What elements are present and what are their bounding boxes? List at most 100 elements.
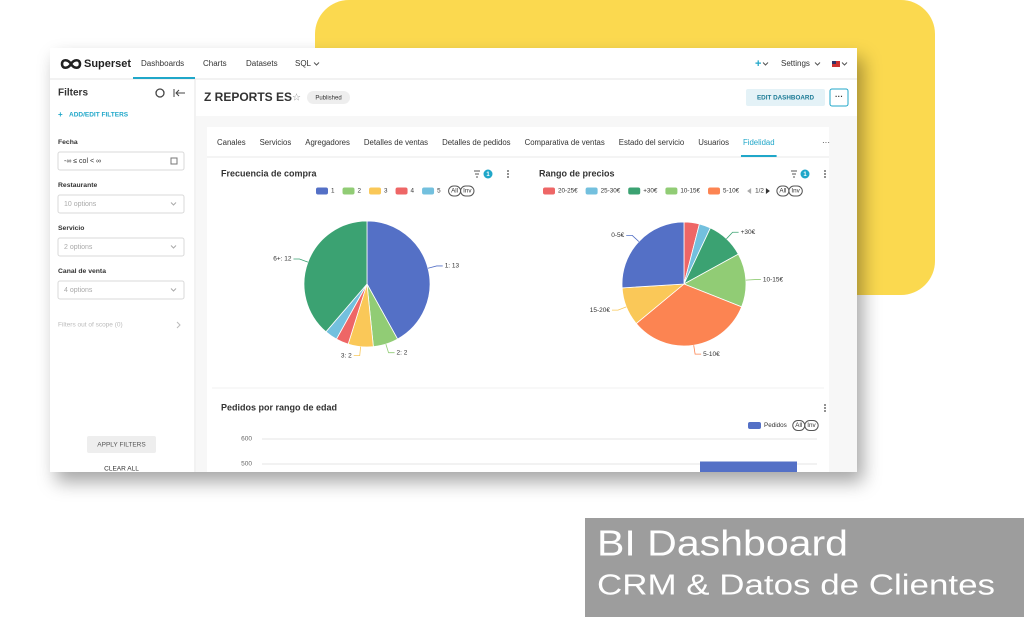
tab[interactable]: Comparativa de ventas — [525, 138, 605, 147]
legend-toggle[interactable]: Inv — [463, 188, 472, 195]
legend-toggle[interactable]: Inv — [791, 188, 800, 195]
tab[interactable]: Detalles de pedidos — [442, 138, 511, 147]
legend-toggle[interactable]: All — [451, 188, 458, 195]
nav-item[interactable]: Charts — [203, 59, 227, 68]
filter-value: 10 options — [64, 201, 97, 208]
apply-button[interactable] — [87, 436, 156, 453]
kebab-dot[interactable] — [824, 170, 826, 172]
legend-toggle[interactable]: All — [795, 422, 802, 429]
add-icon: + — [58, 110, 63, 119]
calendar-icon — [170, 157, 178, 165]
active-tab-underline — [740, 155, 777, 157]
legend-next[interactable] — [765, 188, 770, 194]
collapse-icon[interactable] — [173, 89, 185, 97]
legend-page: 1/2 — [755, 188, 764, 195]
legend-toggle[interactable]: All — [779, 188, 786, 195]
tab[interactable]: Fidelidad — [743, 138, 775, 147]
kebab-dot[interactable] — [824, 173, 826, 175]
legend-toggle-border[interactable] — [788, 185, 803, 197]
filters-title: Filters — [58, 88, 88, 99]
tab[interactable]: Servicios — [260, 138, 292, 147]
legend-label: +30€ — [643, 188, 658, 195]
tab[interactable]: Agregadores — [305, 138, 350, 147]
filter-label: Restaurante — [58, 182, 98, 189]
caption-box — [585, 518, 1024, 617]
filter-value: 2 options — [64, 244, 93, 251]
clear-all[interactable]: CLEAR ALL — [104, 466, 139, 473]
legend-label: 5 — [437, 188, 441, 195]
filter-icon — [791, 170, 797, 178]
legend-prev[interactable] — [747, 188, 752, 194]
pie-slice[interactable] — [683, 253, 747, 308]
kebab-dot[interactable] — [507, 176, 509, 178]
legend-swatch — [628, 187, 641, 195]
tabs-more[interactable]: ··· — [822, 138, 830, 147]
legend-toggle[interactable]: Inv — [807, 422, 816, 429]
filter-label: Canal de venta — [58, 268, 106, 275]
filter-icon — [474, 170, 480, 178]
y-tick-label: 600 — [241, 436, 252, 443]
more-button[interactable] — [829, 88, 849, 107]
tab[interactable]: Usuarios — [698, 138, 729, 147]
filter-input[interactable] — [57, 237, 185, 257]
tab[interactable]: Estado del servicio — [619, 138, 685, 147]
kebab-dot[interactable] — [824, 176, 826, 178]
chevron — [170, 288, 177, 292]
pie-slice[interactable] — [635, 283, 743, 347]
legend-label: 2 — [358, 188, 362, 195]
caption-subtitle: CRM & Datos de Clientes — [597, 570, 995, 602]
legend-swatch — [395, 187, 408, 195]
caption-title: BI Dashboard — [597, 523, 848, 564]
dashboard-title: Z REPORTS ES — [204, 90, 292, 104]
filter-value: -∞ ≤ col < ∞ — [64, 158, 101, 165]
settings-menu[interactable]: Settings — [781, 59, 810, 68]
kebab-dot[interactable] — [824, 404, 826, 406]
label-line — [626, 234, 640, 242]
kebab-dot[interactable] — [507, 170, 509, 172]
add-edit-filters[interactable]: ADD/EDIT FILTERS — [69, 112, 129, 119]
out-of-scope[interactable]: Filters out of scope (0) — [58, 322, 123, 329]
nav-item[interactable]: SQL — [295, 59, 312, 68]
filter-badge[interactable] — [800, 169, 810, 179]
tab[interactable]: Canales — [217, 138, 246, 147]
pie-slice[interactable] — [303, 220, 368, 333]
kebab-dot[interactable] — [824, 407, 826, 409]
legend-swatch — [422, 187, 435, 195]
nav-item[interactable]: Dashboards — [141, 59, 184, 68]
nav-item[interactable]: Datasets — [246, 59, 278, 68]
edit-button[interactable] — [746, 89, 825, 106]
filter-badge[interactable] — [483, 169, 493, 179]
filter-input[interactable] — [57, 151, 185, 171]
kebab-dot[interactable] — [507, 173, 509, 175]
brand[interactable]: Superset — [84, 58, 131, 70]
kebab-dot[interactable] — [824, 410, 826, 412]
filter-value: 4 options — [64, 287, 93, 294]
chevron — [176, 321, 181, 329]
app-window: Superset + Settings Filters + ADD/EDIT F… — [50, 48, 857, 590]
active-nav-underline — [133, 77, 195, 79]
edit-label[interactable]: EDIT DASHBOARD — [757, 95, 814, 102]
filter-input[interactable] — [57, 280, 185, 300]
y-tick-label: 500 — [241, 461, 252, 468]
legend-toggle-border[interactable] — [460, 185, 475, 197]
more-label[interactable]: ··· — [835, 92, 843, 101]
chevron — [170, 245, 177, 249]
bar[interactable] — [700, 461, 797, 590]
plus-menu[interactable]: + — [755, 58, 761, 70]
legend-swatch — [342, 187, 355, 195]
filter-label: Servicio — [58, 225, 84, 232]
navbar — [50, 48, 857, 79]
flag-canton — [832, 61, 836, 64]
settings-icon[interactable] — [155, 88, 165, 98]
apply-label[interactable]: APPLY FILTERS — [97, 442, 146, 449]
legend-label: 20-25€ — [558, 188, 578, 195]
star[interactable]: ☆ — [292, 93, 301, 104]
chart-title: Frecuencia de compra — [221, 168, 318, 178]
legend-toggle-border[interactable] — [804, 420, 819, 431]
legend-label: 1 — [331, 188, 335, 195]
status-pill — [307, 91, 350, 104]
filter-input[interactable] — [57, 194, 185, 214]
tab[interactable]: Detalles de ventas — [364, 138, 428, 147]
label-line — [385, 343, 395, 354]
slice-label: +30€ — [741, 229, 756, 236]
